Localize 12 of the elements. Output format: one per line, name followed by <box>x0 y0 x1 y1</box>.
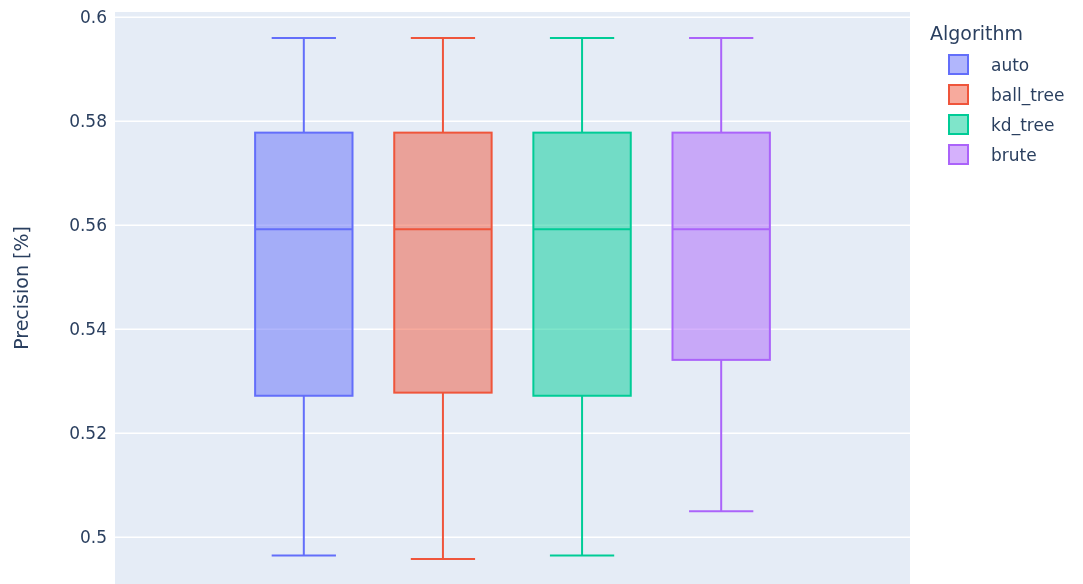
y-tick-label: 0.6 <box>79 7 107 28</box>
y-tick-label: 0.54 <box>69 319 107 340</box>
y-tick-label: 0.5 <box>79 527 107 548</box>
legend-label: auto <box>991 54 1030 75</box>
y-tick-label: 0.52 <box>69 423 107 444</box>
y-tick-label: 0.58 <box>69 111 107 132</box>
legend-title: Algorithm <box>930 22 1024 44</box>
legend-label: ball_tree <box>991 84 1065 106</box>
y-tick-label: 0.56 <box>69 215 107 236</box>
legend-label: brute <box>991 144 1037 165</box>
legend-label: kd_tree <box>991 114 1055 136</box>
y-axis-title: Precision [%] <box>10 226 32 350</box>
